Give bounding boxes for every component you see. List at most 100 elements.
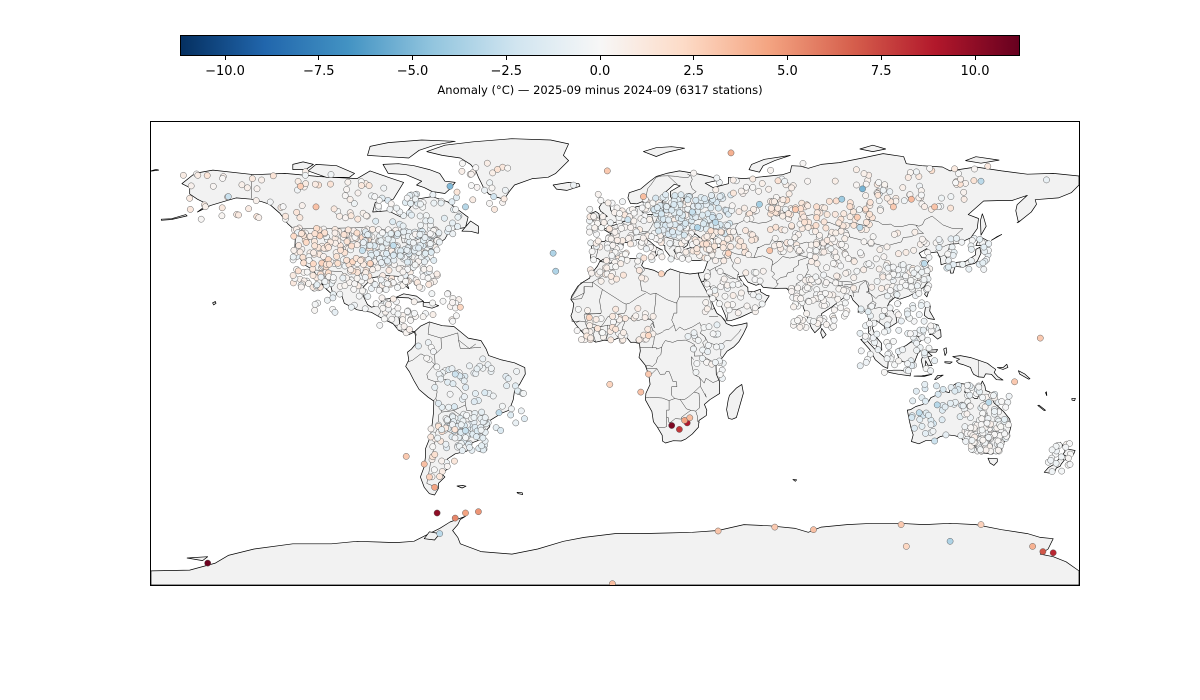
station-marker[interactable]: [377, 276, 385, 284]
station-marker[interactable]: [857, 347, 865, 355]
station-marker[interactable]: [830, 316, 838, 324]
station-marker[interactable]: [850, 274, 858, 281]
station-marker[interactable]: [804, 202, 812, 210]
station-marker[interactable]: [244, 184, 251, 192]
station-marker[interactable]: [933, 401, 941, 409]
station-marker[interactable]: [429, 299, 436, 307]
station-marker[interactable]: [755, 293, 763, 301]
station-marker[interactable]: [295, 242, 303, 249]
station-marker[interactable]: [359, 247, 366, 254]
station-marker[interactable]: [1001, 430, 1008, 438]
station-marker[interactable]: [377, 259, 385, 266]
station-marker[interactable]: [609, 312, 616, 320]
station-marker[interactable]: [296, 248, 304, 256]
station-marker[interactable]: [513, 368, 520, 375]
station-marker[interactable]: [209, 182, 217, 190]
station-marker[interactable]: [478, 442, 485, 450]
station-marker[interactable]: [981, 403, 989, 411]
station-marker[interactable]: [968, 245, 975, 253]
station-marker[interactable]: [311, 301, 319, 308]
station-marker[interactable]: [353, 229, 361, 237]
station-marker[interactable]: [336, 212, 343, 220]
station-marker[interactable]: [424, 339, 432, 346]
station-marker[interactable]: [707, 227, 715, 235]
station-marker[interactable]: [840, 210, 848, 218]
station-marker[interactable]: [456, 303, 464, 311]
station-marker[interactable]: [865, 260, 873, 268]
station-marker[interactable]: [521, 415, 528, 423]
station-marker[interactable]: [1043, 176, 1050, 184]
station-marker[interactable]: [684, 333, 692, 340]
station-marker[interactable]: [964, 381, 971, 389]
station-marker[interactable]: [460, 377, 468, 385]
station-marker[interactable]: [611, 228, 619, 236]
station-marker[interactable]: [341, 192, 349, 199]
station-marker[interactable]: [443, 462, 451, 470]
station-marker[interactable]: [850, 258, 858, 265]
station-marker[interactable]: [823, 321, 830, 328]
station-marker[interactable]: [428, 290, 436, 298]
station-marker[interactable]: [592, 316, 600, 323]
station-marker[interactable]: [477, 426, 485, 434]
station-marker[interactable]: [608, 252, 616, 259]
station-marker[interactable]: [899, 184, 907, 191]
station-marker[interactable]: [976, 446, 984, 454]
station-marker[interactable]: [947, 193, 955, 200]
station-marker[interactable]: [375, 286, 383, 294]
station-marker[interactable]: [980, 266, 988, 273]
station-marker[interactable]: [354, 215, 362, 223]
station-marker[interactable]: [837, 262, 844, 270]
station-marker[interactable]: [439, 297, 447, 305]
station-marker[interactable]: [727, 243, 735, 250]
station-marker[interactable]: [856, 224, 864, 231]
station-marker[interactable]: [853, 181, 860, 189]
station-marker[interactable]: [266, 198, 274, 206]
station-marker[interactable]: [399, 268, 407, 276]
station-marker[interactable]: [813, 260, 821, 268]
station-marker[interactable]: [922, 430, 929, 437]
station-marker[interactable]: [694, 202, 702, 210]
station-marker[interactable]: [893, 291, 901, 299]
station-marker[interactable]: [641, 314, 649, 321]
station-marker[interactable]: [329, 294, 337, 302]
station-marker[interactable]: [705, 246, 713, 253]
station-marker[interactable]: [298, 230, 305, 237]
station-marker[interactable]: [603, 264, 611, 272]
station-marker[interactable]: [194, 171, 202, 179]
station-marker[interactable]: [458, 447, 466, 454]
station-marker[interactable]: [904, 310, 911, 318]
station-marker[interactable]: [668, 422, 676, 429]
station-marker[interactable]: [599, 213, 607, 220]
station-marker[interactable]: [958, 238, 966, 246]
station-marker[interactable]: [960, 195, 968, 203]
station-marker[interactable]: [594, 237, 602, 245]
station-marker[interactable]: [435, 399, 442, 407]
station-marker[interactable]: [426, 473, 433, 481]
station-marker[interactable]: [649, 199, 657, 207]
station-marker[interactable]: [910, 246, 918, 254]
station-marker[interactable]: [297, 182, 304, 190]
station-marker[interactable]: [394, 284, 401, 291]
station-marker[interactable]: [616, 210, 623, 217]
station-marker[interactable]: [975, 383, 983, 391]
station-marker[interactable]: [417, 200, 424, 208]
station-marker[interactable]: [902, 281, 910, 289]
station-marker[interactable]: [812, 273, 820, 281]
station-marker[interactable]: [350, 200, 358, 207]
station-marker[interactable]: [909, 304, 917, 312]
station-marker[interactable]: [704, 348, 712, 355]
station-marker[interactable]: [258, 176, 265, 184]
station-marker[interactable]: [385, 267, 393, 274]
station-marker[interactable]: [422, 250, 429, 257]
station-marker[interactable]: [774, 204, 782, 212]
station-marker[interactable]: [850, 221, 858, 229]
station-marker[interactable]: [813, 214, 821, 221]
station-marker[interactable]: [411, 309, 418, 317]
station-marker[interactable]: [907, 277, 915, 284]
station-marker[interactable]: [634, 305, 642, 312]
station-marker[interactable]: [803, 310, 811, 317]
station-marker[interactable]: [713, 343, 720, 351]
station-marker[interactable]: [421, 258, 428, 266]
station-marker[interactable]: [436, 238, 443, 246]
station-marker[interactable]: [384, 235, 392, 243]
